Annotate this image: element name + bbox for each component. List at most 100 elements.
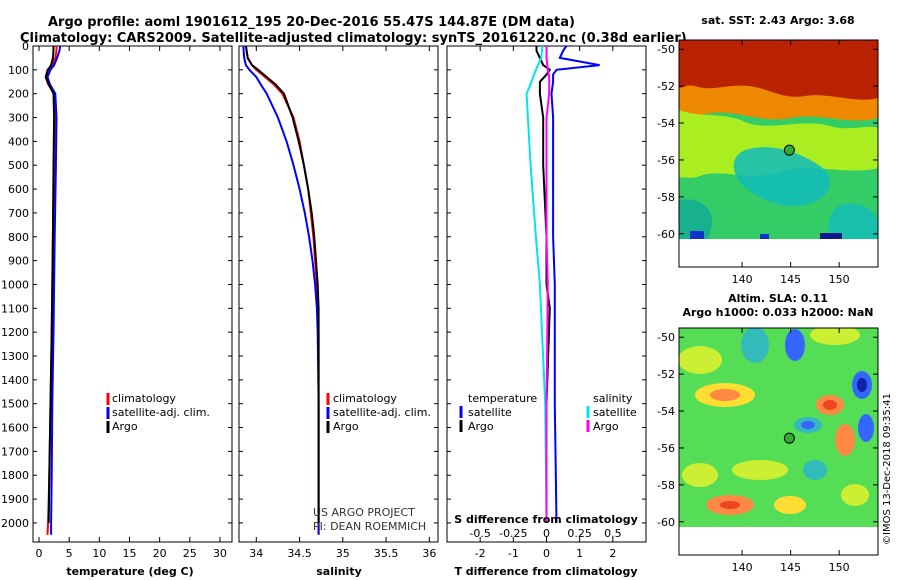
x-tick-label: 25 — [183, 547, 197, 560]
sla-map-no-data-band — [679, 527, 878, 555]
map-x-tick-label: 145 — [780, 561, 801, 574]
y-tick-label: 1300 — [1, 350, 29, 363]
difference-xlabel: T difference from climatology — [454, 565, 637, 578]
temperature-series — [44, 46, 62, 535]
series-line-climatology — [244, 46, 320, 535]
y-tick-label: 500 — [8, 159, 29, 172]
sst-map-field — [679, 40, 878, 239]
temperature-panel-frame — [32, 45, 233, 543]
difference-top-xlabel: S difference from climatology — [454, 513, 638, 526]
y-tick-label: 1400 — [1, 374, 29, 387]
sla-map-field — [679, 328, 878, 527]
x-tick-label: -2 — [475, 547, 486, 560]
legend-label-temperature-satellite: satellite — [468, 406, 512, 419]
s-tick-label: 0.25 — [567, 527, 592, 540]
x-tick-label: -1 — [508, 547, 519, 560]
map-x-tick-label: 150 — [829, 561, 850, 574]
sst-map-title: sat. SST: 2.43 Argo: 3.68 — [701, 14, 854, 27]
series-line-salinity-argo — [545, 46, 551, 523]
x-tick-label: 15 — [122, 547, 136, 560]
figure-title-line1: Argo profile: aoml 1901612_195 20-Dec-20… — [48, 15, 575, 30]
credit-pi: PI: DEAN ROEMMICH — [313, 520, 426, 533]
x-tick-label: 0 — [543, 547, 550, 560]
y-tick-label: 1600 — [1, 422, 29, 435]
legend-label-satellite: satellite-adj. clim. — [333, 406, 431, 419]
map-y-tick-label: -52 — [657, 368, 675, 381]
series-line-argo — [44, 46, 56, 523]
y-tick-label: 2000 — [1, 517, 29, 530]
imos-stamp: ©IMOS 13-Dec-2018 09:35:41 — [882, 393, 893, 545]
s-tick-label: 0.5 — [604, 527, 622, 540]
series-line-temperature-satellite — [550, 46, 600, 523]
sla-map-ticks: 140 145 150 -50 -52 -54 -56 -58 -60 — [657, 328, 878, 574]
x-tick-label: 1 — [576, 547, 583, 560]
y-tick-label: 100 — [8, 64, 29, 77]
sst-map-frame — [678, 39, 879, 268]
x-tick-label: 0 — [36, 547, 43, 560]
sst-map-argo-marker — [783, 144, 795, 156]
temperature-xlabel: temperature (deg C) — [66, 565, 193, 578]
y-tick-label: 1200 — [1, 326, 29, 339]
credit-project: US ARGO PROJECT — [313, 506, 415, 519]
y-tick-label: 0 — [22, 40, 29, 53]
legend-label-argo: Argo — [112, 420, 138, 433]
x-tick-label: 35 — [336, 547, 350, 560]
salinity-panel-frame — [238, 45, 439, 543]
x-tick-label: 20 — [153, 547, 167, 560]
map-y-tick-label: -50 — [657, 43, 675, 56]
sla-map-frame — [678, 327, 879, 556]
y-tick-label: 1700 — [1, 445, 29, 458]
x-tick-label: 34.5 — [287, 547, 312, 560]
y-tick-label: 900 — [8, 255, 29, 268]
x-tick-label: 10 — [92, 547, 106, 560]
y-tick-label: 1000 — [1, 278, 29, 291]
salinity-series — [242, 46, 320, 535]
y-tick-label: 1900 — [1, 493, 29, 506]
y-tick-label: 600 — [8, 183, 29, 196]
salinity-xlabel: salinity — [316, 565, 362, 578]
series-line-argo — [244, 46, 320, 523]
map-y-tick-label: -58 — [657, 479, 675, 492]
legend-label-salinity-argo: Argo — [593, 420, 619, 433]
x-tick-label: 30 — [213, 547, 227, 560]
salinity-axis-ticks: 34 34.5 35 35.5 36 — [239, 45, 438, 560]
map-x-tick-label: 150 — [829, 273, 850, 286]
map-y-tick-label: -52 — [657, 80, 675, 93]
legend-label-temperature-argo: Argo — [468, 420, 494, 433]
figure-title-line2: Climatology: CARS2009. Satellite-adjuste… — [20, 31, 687, 46]
x-tick-label: 35.5 — [374, 547, 399, 560]
map-y-tick-label: -50 — [657, 331, 675, 344]
map-x-tick-label: 145 — [780, 273, 801, 286]
x-tick-label: 5 — [66, 547, 73, 560]
map-x-tick-label: 140 — [732, 273, 753, 286]
y-tick-label: 300 — [8, 112, 29, 125]
map-y-tick-label: -56 — [657, 442, 675, 455]
series-line-salinity-satellite — [525, 46, 548, 523]
y-tick-label: 1800 — [1, 469, 29, 482]
sla-map-title-line2: Argo h1000: 0.033 h2000: NaN — [682, 306, 873, 319]
legend-label-climatology: climatology — [333, 392, 397, 405]
y-tick-label: 800 — [8, 231, 29, 244]
sla-map-title-line1: Altim. SLA: 0.11 — [728, 292, 828, 305]
x-tick-label: 34 — [249, 547, 263, 560]
y-tick-label: 700 — [8, 207, 29, 220]
s-tick-label: -0.5 — [469, 527, 490, 540]
x-tick-label: 2 — [609, 547, 616, 560]
s-tick-label: 0 — [543, 527, 550, 540]
y-tick-label: 400 — [8, 135, 29, 148]
series-line-satellite-adj-clim- — [242, 46, 320, 535]
x-tick-label: 36 — [422, 547, 436, 560]
legend-title-temperature: temperature — [468, 392, 537, 405]
map-y-tick-label: -60 — [657, 516, 675, 529]
y-tick-label: 1100 — [1, 302, 29, 315]
sst-map-ticks: 140 145 150 -50 -52 -54 -56 -58 -60 — [657, 40, 878, 286]
map-y-tick-label: -54 — [657, 405, 675, 418]
sst-map-no-data-band — [679, 239, 878, 267]
map-y-tick-label: -58 — [657, 191, 675, 204]
temperature-legend: climatology satellite-adj. clim. Argo — [106, 392, 210, 433]
legend-label-salinity-satellite: satellite — [593, 406, 637, 419]
y-tick-label: 200 — [8, 88, 29, 101]
map-y-tick-label: -56 — [657, 154, 675, 167]
difference-series — [525, 46, 600, 523]
